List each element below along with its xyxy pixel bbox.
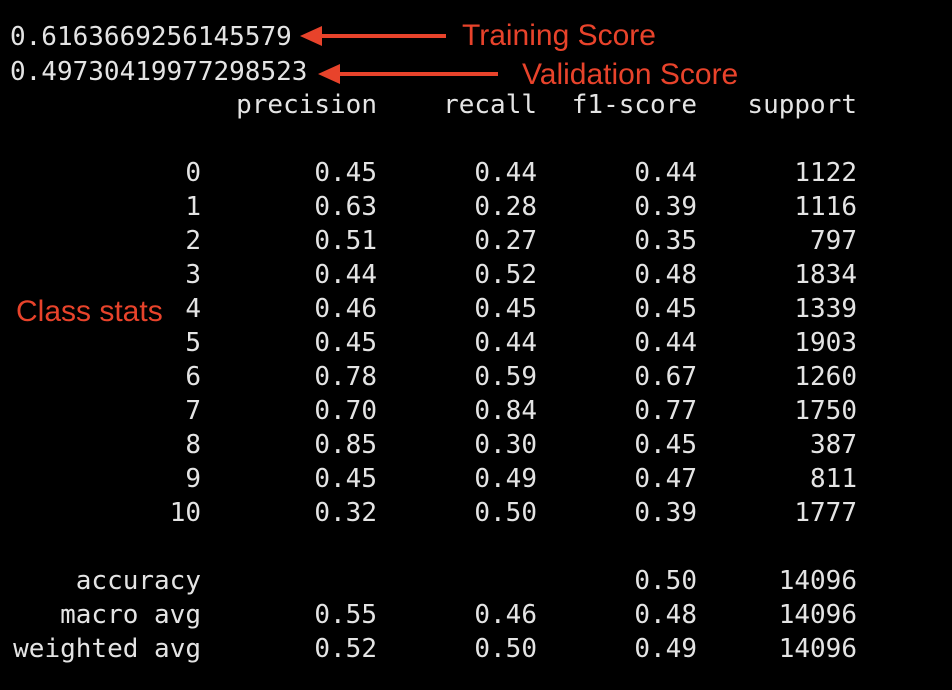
cell-support: 1834: [794, 260, 857, 290]
training-score-value: 0.6163669256145579: [10, 22, 292, 52]
cell-support: 797: [810, 226, 857, 256]
cell-recall: 0.45: [474, 294, 537, 324]
cell-label: 9: [185, 464, 201, 494]
cell-label: 4: [185, 294, 201, 324]
cell-support: 14096: [778, 634, 857, 664]
cell-recall: 0.59: [474, 362, 537, 392]
cell-recall: 0.50: [474, 498, 537, 528]
validation-arrow-icon: [318, 64, 498, 84]
cell-support: 1903: [794, 328, 857, 358]
cell-precision: 0.32: [314, 498, 377, 528]
cell-precision: 0.45: [314, 328, 377, 358]
cell-f1: 0.50: [634, 566, 697, 596]
cell-f1: 0.48: [634, 260, 697, 290]
cell-f1: 0.39: [634, 498, 697, 528]
cell-label: 8: [185, 430, 201, 460]
cell-precision: 0.55: [314, 600, 377, 630]
training-score-annotation: Training Score: [462, 19, 656, 52]
cell-support: 811: [810, 464, 857, 494]
cell-f1: 0.45: [634, 430, 697, 460]
cell-f1: 0.49: [634, 634, 697, 664]
cell-label: weighted avg: [13, 634, 201, 664]
cell-label: 2: [185, 226, 201, 256]
cell-precision: 0.46: [314, 294, 377, 324]
cell-precision: 0.85: [314, 430, 377, 460]
cell-precision: 0.63: [314, 192, 377, 222]
column-header-f1: f1-score: [571, 90, 697, 120]
cell-precision: 0.45: [314, 158, 377, 188]
cell-support: 14096: [778, 566, 857, 596]
training-arrow-icon: [300, 26, 446, 46]
cell-support: 14096: [778, 600, 857, 630]
cell-precision: 0.70: [314, 396, 377, 426]
cell-label: 7: [185, 396, 201, 426]
cell-label: macro avg: [60, 600, 201, 630]
cell-f1: 0.44: [634, 158, 697, 188]
cell-f1: 0.35: [634, 226, 697, 256]
column-header-support: support: [747, 90, 857, 120]
cell-label: 6: [185, 362, 201, 392]
cell-precision: 0.45: [314, 464, 377, 494]
cell-precision: 0.78: [314, 362, 377, 392]
column-header-recall: recall: [443, 90, 537, 120]
cell-recall: 0.27: [474, 226, 537, 256]
cell-f1: 0.77: [634, 396, 697, 426]
cell-label: accuracy: [75, 566, 201, 596]
cell-recall: 0.46: [474, 600, 537, 630]
validation-score-value: 0.49730419977298523: [10, 57, 308, 87]
cell-support: 1750: [794, 396, 857, 426]
cell-support: 1122: [794, 158, 857, 188]
cell-recall: 0.84: [474, 396, 537, 426]
cell-recall: 0.52: [474, 260, 537, 290]
cell-precision: 0.52: [314, 634, 377, 664]
validation-score-annotation: Validation Score: [522, 58, 739, 91]
cell-label: 5: [185, 328, 201, 358]
cell-support: 1339: [794, 294, 857, 324]
cell-precision: 0.51: [314, 226, 377, 256]
cell-f1: 0.39: [634, 192, 697, 222]
column-header-precision: precision: [236, 90, 377, 120]
cell-f1: 0.47: [634, 464, 697, 494]
cell-recall: 0.50: [474, 634, 537, 664]
cell-label: 10: [169, 498, 201, 528]
cell-recall: 0.49: [474, 464, 537, 494]
cell-label: 1: [185, 192, 201, 222]
cell-support: 387: [810, 430, 857, 460]
cell-recall: 0.30: [474, 430, 537, 460]
cell-f1: 0.45: [634, 294, 697, 324]
class-stats-annotation: Class stats: [16, 295, 163, 328]
cell-f1: 0.44: [634, 328, 697, 358]
cell-f1: 0.67: [634, 362, 697, 392]
cell-support: 1116: [794, 192, 857, 222]
cell-support: 1260: [794, 362, 857, 392]
cell-label: 3: [185, 260, 201, 290]
cell-recall: 0.44: [474, 158, 537, 188]
cell-label: 0: [185, 158, 201, 188]
cell-f1: 0.48: [634, 600, 697, 630]
cell-support: 1777: [794, 498, 857, 528]
cell-recall: 0.44: [474, 328, 537, 358]
cell-precision: 0.44: [314, 260, 377, 290]
cell-recall: 0.28: [474, 192, 537, 222]
